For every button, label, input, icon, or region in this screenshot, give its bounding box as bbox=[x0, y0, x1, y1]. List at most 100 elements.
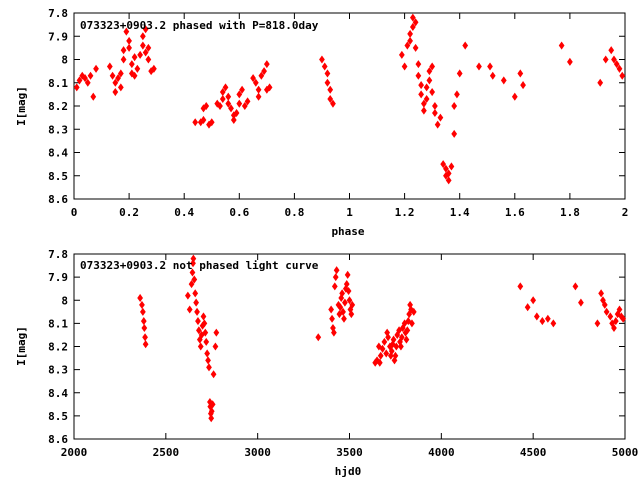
data-point bbox=[82, 74, 88, 83]
data-point bbox=[230, 115, 237, 124]
phased-panel: 0 0.2 0.4 0.6 0.8 1 1.2 1.4 1.6 1.8 2 7.8 7.9 8 8.1 8.2… bbox=[15, 7, 628, 238]
data-point bbox=[236, 99, 243, 108]
data-point bbox=[426, 67, 433, 76]
data-point bbox=[190, 254, 197, 263]
y-tick-label: 8.1 bbox=[48, 77, 68, 90]
data-point bbox=[87, 71, 94, 80]
data-point bbox=[613, 60, 620, 69]
data-point bbox=[398, 342, 404, 351]
data-point bbox=[440, 160, 447, 169]
x-tick-label: 2 bbox=[622, 206, 629, 219]
series-points bbox=[73, 13, 626, 185]
data-point bbox=[342, 298, 348, 307]
y-tick-label: 8 bbox=[61, 54, 68, 67]
data-point bbox=[192, 289, 199, 298]
data-point bbox=[189, 268, 196, 277]
data-point bbox=[409, 13, 416, 22]
data-point bbox=[418, 81, 424, 90]
data-point bbox=[219, 88, 226, 97]
data-point bbox=[377, 351, 384, 360]
data-point bbox=[544, 314, 551, 323]
data-point bbox=[448, 162, 455, 171]
data-point bbox=[344, 270, 351, 279]
data-point bbox=[185, 291, 191, 300]
data-point bbox=[128, 60, 135, 69]
data-point bbox=[228, 104, 234, 113]
data-point bbox=[186, 305, 193, 314]
x-tick-label: 4000 bbox=[428, 446, 455, 459]
data-point bbox=[345, 286, 352, 296]
data-point bbox=[524, 303, 531, 312]
data-point bbox=[190, 259, 196, 268]
data-point bbox=[217, 101, 223, 111]
data-point bbox=[376, 342, 382, 351]
data-point bbox=[219, 95, 226, 104]
plot-frame bbox=[73, 12, 626, 200]
data-point bbox=[141, 323, 148, 333]
data-point bbox=[194, 307, 200, 316]
data-point bbox=[412, 43, 419, 52]
y-tick-label: 8.4 bbox=[48, 387, 68, 400]
data-point bbox=[348, 310, 355, 319]
data-point bbox=[244, 97, 251, 106]
y-tick-label: 8.6 bbox=[48, 193, 68, 206]
data-point bbox=[456, 69, 463, 78]
data-point bbox=[137, 50, 143, 59]
data-point bbox=[319, 55, 325, 64]
data-point bbox=[200, 115, 207, 124]
data-point bbox=[315, 333, 322, 342]
data-point bbox=[500, 76, 507, 85]
data-point bbox=[404, 41, 411, 50]
data-point bbox=[607, 312, 614, 321]
data-point bbox=[619, 71, 626, 80]
data-point bbox=[329, 314, 335, 323]
data-point bbox=[388, 347, 395, 356]
x-tick-label: 0 bbox=[71, 206, 78, 219]
data-point bbox=[616, 64, 623, 73]
data-point bbox=[193, 298, 200, 307]
data-point bbox=[131, 53, 138, 62]
data-point bbox=[429, 62, 436, 71]
data-point bbox=[332, 273, 339, 282]
y-tick-label: 8.3 bbox=[48, 364, 68, 377]
data-point bbox=[412, 18, 419, 27]
data-point bbox=[401, 62, 408, 71]
data-point bbox=[539, 317, 546, 326]
data-point bbox=[137, 293, 143, 302]
y-tick-label: 8.4 bbox=[48, 147, 68, 160]
data-point bbox=[410, 307, 417, 316]
y-tick-label: 8.3 bbox=[48, 123, 68, 136]
data-point bbox=[392, 351, 399, 360]
data-point bbox=[201, 319, 208, 328]
data-point bbox=[429, 88, 436, 97]
x-tick-label: 4500 bbox=[520, 446, 547, 459]
data-point bbox=[611, 55, 617, 64]
x-axis-label: hjd0 bbox=[335, 465, 362, 478]
data-point bbox=[597, 78, 604, 87]
data-point bbox=[140, 32, 146, 41]
y-tick-label: 7.9 bbox=[48, 30, 68, 43]
x-tick-label: 0.4 bbox=[174, 206, 194, 219]
data-point bbox=[252, 78, 259, 87]
y-tick-label: 7.9 bbox=[48, 271, 68, 284]
data-point bbox=[403, 335, 410, 344]
x-tick-label: 0.2 bbox=[119, 206, 139, 219]
x-tick-label: 1.6 bbox=[505, 206, 525, 219]
x-tick-label: 3000 bbox=[244, 446, 271, 459]
data-point bbox=[208, 407, 215, 416]
data-point bbox=[511, 92, 518, 101]
data-point bbox=[188, 280, 195, 289]
chart-title: 073323+0903.2 phased with P=818.0day bbox=[80, 19, 319, 32]
data-point bbox=[434, 120, 441, 129]
data-point bbox=[390, 335, 397, 344]
data-point bbox=[76, 76, 83, 85]
data-point bbox=[90, 92, 97, 101]
data-point bbox=[222, 83, 229, 92]
data-point bbox=[263, 60, 270, 69]
data-point bbox=[321, 62, 328, 71]
data-point bbox=[426, 76, 433, 85]
data-point bbox=[212, 342, 219, 351]
data-point bbox=[139, 300, 145, 309]
